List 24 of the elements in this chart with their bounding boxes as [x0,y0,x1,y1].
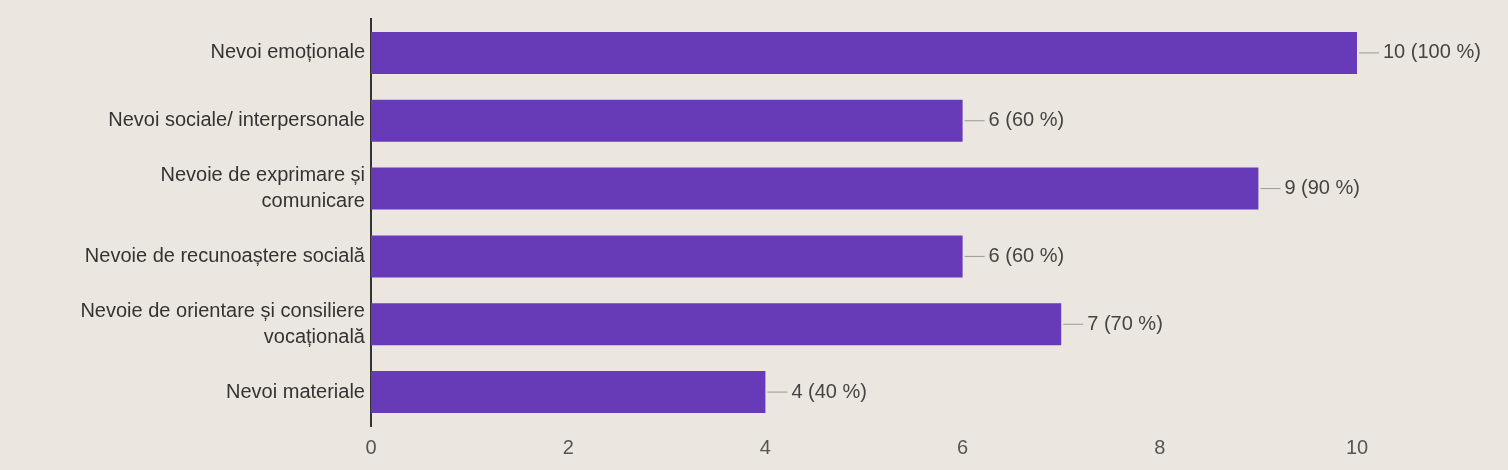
x-tick-label: 10 [1345,435,1369,458]
bar [371,371,766,414]
y-tick-label: Nevoie de exprimare și comunicare [160,163,365,212]
y-tick-label: Nevoi materiale [226,379,365,402]
bar [371,235,963,278]
data-label: 6 (60 %) [988,108,1065,131]
x-tick-label: 2 [562,435,574,458]
y-tick-label: Nevoi sociale/ interpersonale [108,108,365,131]
data-label: 6 (60 %) [988,243,1065,266]
x-tick-label: 6 [957,435,969,458]
data-label: 9 (90 %) [1284,176,1360,199]
y-tick-label: Nevoi emoționale [210,40,365,63]
data-label: 7 (70 %) [1087,311,1163,334]
x-tick-label: 0 [365,435,377,458]
x-tick-label: 4 [759,435,771,458]
bar [371,167,1259,210]
x-tick-label: 8 [1154,435,1166,458]
bar [371,31,1357,74]
bar [371,303,1062,346]
y-tick-label: Nevoie de orientare și consiliere vocațională [80,298,366,347]
data-label: 4 (40 %) [791,379,867,402]
bar [371,99,963,142]
data-label: 10 (100 %) [1383,40,1481,63]
y-tick-label: Nevoie de recunoaștere socială [84,243,366,266]
